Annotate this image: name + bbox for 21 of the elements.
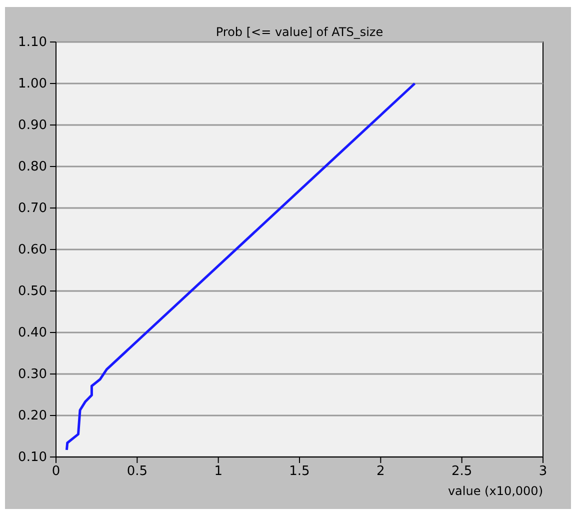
x-tick-label: 0 — [52, 464, 60, 480]
x-tick-label: 2.5 — [451, 464, 472, 480]
y-tick-label: 0.40 — [18, 326, 47, 341]
x-axis-title: value (x10,000) — [448, 484, 543, 498]
y-tick-label: 0.60 — [18, 242, 47, 258]
line-series — [65, 82, 416, 452]
x-tick-label: 2 — [376, 464, 385, 480]
y-tick-label: 0.70 — [18, 201, 47, 216]
x-tick-label: 3 — [538, 464, 548, 480]
y-tick-label: 1.10 — [18, 35, 47, 50]
x-tick-label: 0.5 — [126, 464, 148, 480]
chart-title: Prob [<= value] of ATS_size — [216, 25, 384, 39]
x-tick-label: 1 — [214, 464, 222, 480]
y-tick-label: 0.20 — [18, 408, 47, 424]
x-tick-label: 1.5 — [289, 464, 310, 480]
y-tick-label: 1.00 — [18, 76, 47, 92]
y-tick-label: 0.90 — [18, 118, 47, 134]
y-tick-label: 0.50 — [18, 284, 47, 300]
y-tick-label: 0.10 — [18, 450, 47, 466]
y-tick-label: 0.80 — [18, 160, 47, 175]
y-tick-label: 0.30 — [18, 367, 47, 382]
